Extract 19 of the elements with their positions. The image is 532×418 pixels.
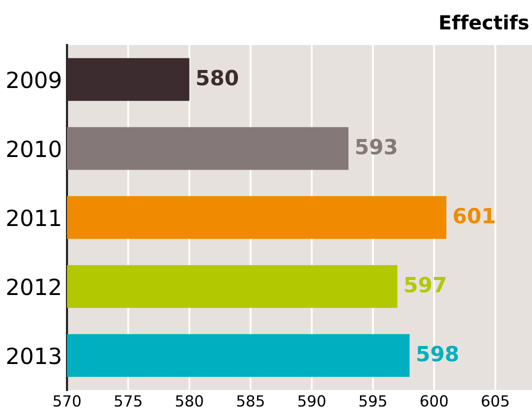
x-tick-label: 600: [420, 395, 448, 407]
x-tick-label: 590: [298, 395, 326, 407]
data-label: 597: [405, 276, 446, 293]
x-tick-label: 580: [176, 395, 203, 407]
y-tick-label: 2013: [7, 347, 60, 364]
y-tick-label: 2012: [7, 278, 60, 296]
data-label: 580: [197, 70, 238, 86]
x-tick-label: 570: [54, 395, 81, 407]
x-tick-label: 575: [114, 395, 142, 407]
x-tick-label: 595: [360, 395, 386, 407]
y-tick-label: 2009: [7, 71, 61, 88]
x-tick-label: 605: [482, 395, 509, 407]
x-tick-label: 585: [237, 395, 264, 407]
data-label: 598: [417, 346, 458, 362]
y-tick-label: 2011: [7, 209, 60, 226]
data-label: 601: [454, 208, 495, 224]
chart-title: Effectifs: [440, 14, 528, 30]
data-label: 593: [356, 138, 396, 155]
y-tick-label: 2010: [7, 140, 61, 158]
